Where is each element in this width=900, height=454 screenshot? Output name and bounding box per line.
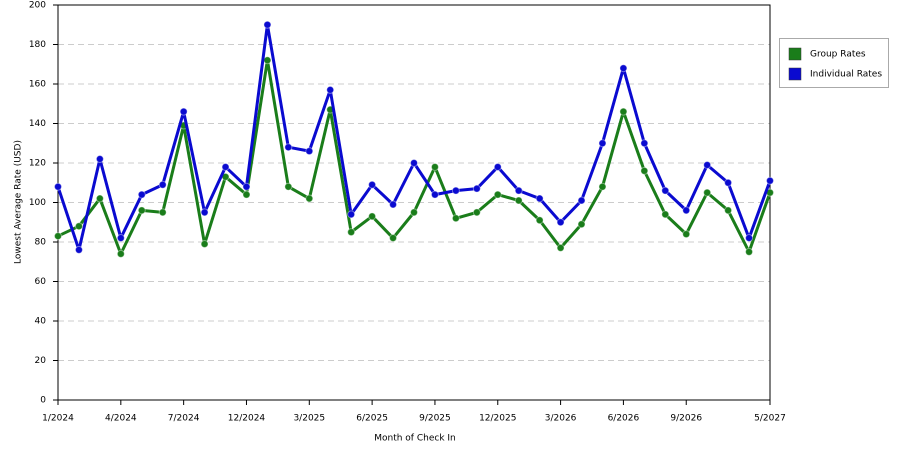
data-point bbox=[451, 186, 460, 195]
data-point bbox=[326, 85, 335, 94]
data-point bbox=[368, 180, 377, 189]
data-point bbox=[284, 182, 293, 191]
legend-swatch bbox=[788, 47, 802, 61]
data-point bbox=[556, 243, 565, 252]
data-point bbox=[305, 147, 314, 156]
data-point bbox=[158, 180, 167, 189]
data-point bbox=[514, 196, 523, 205]
data-point bbox=[54, 232, 62, 241]
data-point bbox=[410, 159, 418, 167]
data-point bbox=[514, 186, 523, 195]
x-tick-label: 4/2024 bbox=[105, 414, 137, 424]
data-point bbox=[598, 139, 607, 148]
data-point bbox=[724, 178, 733, 187]
y-tick-label: 60 bbox=[35, 277, 47, 287]
data-point bbox=[619, 107, 628, 116]
data-point bbox=[74, 222, 83, 231]
data-point bbox=[493, 190, 502, 199]
data-point bbox=[535, 194, 544, 203]
data-point bbox=[661, 210, 670, 219]
legend-label: Individual Rates bbox=[810, 70, 882, 80]
y-tick-label: 180 bbox=[29, 40, 46, 50]
x-tick-label: 12/2025 bbox=[479, 414, 516, 424]
x-tick-label: 1/2024 bbox=[42, 414, 74, 424]
x-tick-label: 6/2025 bbox=[356, 414, 388, 424]
data-point bbox=[263, 20, 272, 29]
data-point bbox=[535, 216, 544, 225]
y-tick-label: 80 bbox=[35, 238, 47, 248]
data-point bbox=[661, 186, 670, 195]
data-point bbox=[724, 206, 733, 215]
data-point bbox=[493, 162, 502, 171]
data-point bbox=[619, 64, 628, 73]
data-point bbox=[347, 228, 356, 237]
data-point bbox=[200, 239, 209, 248]
data-point bbox=[242, 182, 251, 191]
data-point bbox=[221, 162, 230, 171]
plot-frame bbox=[57, 4, 771, 401]
data-point bbox=[54, 182, 62, 191]
data-point bbox=[347, 210, 356, 219]
y-tick-label: 0 bbox=[40, 396, 46, 406]
data-point bbox=[640, 166, 649, 175]
data-point bbox=[410, 208, 418, 217]
x-tick-label: 12/2024 bbox=[228, 414, 266, 424]
data-point bbox=[556, 218, 565, 227]
data-point bbox=[577, 196, 586, 205]
y-tick-label: 160 bbox=[29, 80, 46, 90]
x-tick-label: 6/2026 bbox=[608, 414, 640, 424]
data-point bbox=[389, 234, 398, 243]
y-tick-label: 20 bbox=[35, 356, 47, 366]
x-tick-label: 7/2024 bbox=[168, 414, 200, 424]
data-point bbox=[389, 200, 398, 209]
data-point bbox=[116, 249, 125, 258]
data-point bbox=[263, 56, 272, 65]
data-point bbox=[179, 107, 188, 116]
legend-swatch bbox=[788, 67, 802, 81]
data-point bbox=[766, 176, 774, 185]
data-point bbox=[745, 234, 754, 243]
data-point bbox=[577, 220, 586, 229]
data-point bbox=[745, 247, 754, 256]
x-tick-label: 9/2025 bbox=[419, 414, 451, 424]
y-tick-label: 200 bbox=[29, 1, 46, 11]
y-tick-label: 120 bbox=[29, 159, 46, 169]
y-tick-label: 100 bbox=[29, 198, 46, 208]
data-point bbox=[430, 190, 439, 199]
data-point bbox=[137, 206, 146, 215]
data-point bbox=[472, 184, 481, 193]
x-tick-label: 5/2027 bbox=[754, 414, 786, 424]
y-tick-label: 40 bbox=[35, 317, 47, 327]
data-point bbox=[368, 212, 377, 221]
data-point bbox=[640, 139, 649, 148]
data-point bbox=[451, 214, 460, 223]
data-point bbox=[703, 160, 712, 169]
y-tick-label: 140 bbox=[29, 119, 46, 129]
x-tick-label: 3/2025 bbox=[293, 414, 325, 424]
data-point bbox=[682, 206, 691, 215]
data-point bbox=[95, 194, 104, 203]
data-point bbox=[158, 208, 167, 217]
data-point bbox=[682, 230, 691, 239]
data-point bbox=[137, 190, 146, 199]
legend-label: Group Rates bbox=[810, 50, 866, 60]
x-axis-title: Month of Check In bbox=[374, 434, 456, 444]
data-point bbox=[284, 143, 293, 152]
data-point bbox=[95, 155, 104, 164]
data-point bbox=[200, 208, 209, 217]
x-tick-label: 9/2026 bbox=[670, 414, 702, 424]
x-tick-label: 3/2026 bbox=[545, 414, 577, 424]
data-point bbox=[598, 182, 607, 191]
data-point bbox=[116, 234, 125, 243]
data-point bbox=[242, 190, 251, 199]
y-axis-title: Lowest Average Rate (USD) bbox=[14, 140, 24, 264]
data-point bbox=[472, 208, 481, 217]
data-point bbox=[74, 245, 83, 254]
data-point bbox=[305, 194, 314, 203]
data-point bbox=[703, 188, 712, 197]
data-point bbox=[430, 162, 439, 171]
